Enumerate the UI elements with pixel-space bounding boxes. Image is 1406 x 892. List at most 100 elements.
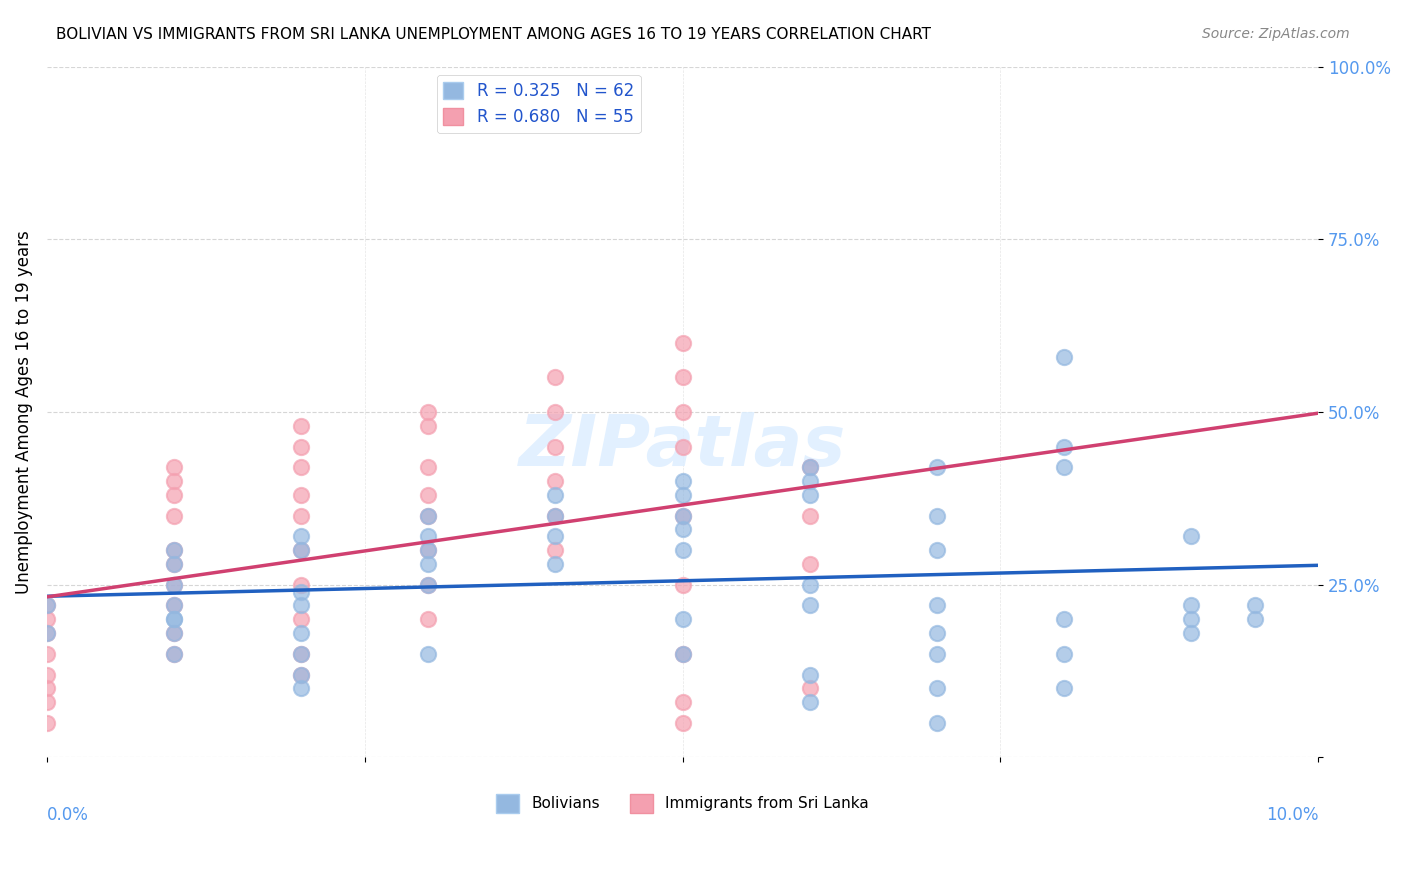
Point xyxy=(163,557,186,571)
Text: 10.0%: 10.0% xyxy=(1265,805,1319,823)
Point xyxy=(163,557,186,571)
Point xyxy=(35,626,58,640)
Point xyxy=(163,599,186,613)
Point xyxy=(163,543,186,558)
Point xyxy=(290,529,312,543)
Point xyxy=(35,715,58,730)
Point xyxy=(671,715,693,730)
Point xyxy=(544,508,567,523)
Point xyxy=(290,543,312,558)
Point xyxy=(163,488,186,502)
Point xyxy=(799,474,821,488)
Point xyxy=(290,460,312,475)
Point xyxy=(163,460,186,475)
Point xyxy=(671,405,693,419)
Point xyxy=(671,647,693,661)
Point xyxy=(544,543,567,558)
Point xyxy=(163,647,186,661)
Point xyxy=(163,626,186,640)
Point xyxy=(290,584,312,599)
Point xyxy=(290,488,312,502)
Point xyxy=(799,460,821,475)
Point xyxy=(290,418,312,433)
Point xyxy=(418,557,440,571)
Point xyxy=(418,543,440,558)
Point xyxy=(799,695,821,709)
Point xyxy=(290,681,312,696)
Point xyxy=(544,557,567,571)
Point xyxy=(290,577,312,591)
Point xyxy=(925,508,948,523)
Point xyxy=(163,577,186,591)
Point xyxy=(671,508,693,523)
Point xyxy=(671,543,693,558)
Point xyxy=(35,599,58,613)
Point xyxy=(35,626,58,640)
Point xyxy=(418,577,440,591)
Point xyxy=(1053,612,1076,626)
Point xyxy=(1180,626,1202,640)
Point xyxy=(799,508,821,523)
Point xyxy=(35,647,58,661)
Point xyxy=(1180,529,1202,543)
Point xyxy=(544,440,567,454)
Point xyxy=(1053,460,1076,475)
Point xyxy=(418,529,440,543)
Point xyxy=(35,667,58,681)
Point xyxy=(290,647,312,661)
Point xyxy=(163,599,186,613)
Point xyxy=(163,612,186,626)
Point xyxy=(671,695,693,709)
Point xyxy=(290,599,312,613)
Point xyxy=(290,667,312,681)
Point xyxy=(290,626,312,640)
Point xyxy=(671,612,693,626)
Point xyxy=(1053,440,1076,454)
Point xyxy=(35,612,58,626)
Point xyxy=(671,370,693,384)
Point xyxy=(163,577,186,591)
Point xyxy=(799,667,821,681)
Point xyxy=(163,474,186,488)
Point xyxy=(35,681,58,696)
Point xyxy=(418,647,440,661)
Text: 0.0%: 0.0% xyxy=(46,805,89,823)
Point xyxy=(671,508,693,523)
Point xyxy=(925,460,948,475)
Point xyxy=(925,626,948,640)
Point xyxy=(799,599,821,613)
Point xyxy=(671,440,693,454)
Point xyxy=(163,543,186,558)
Point xyxy=(544,508,567,523)
Point xyxy=(1243,599,1265,613)
Point xyxy=(544,405,567,419)
Text: BOLIVIAN VS IMMIGRANTS FROM SRI LANKA UNEMPLOYMENT AMONG AGES 16 TO 19 YEARS COR: BOLIVIAN VS IMMIGRANTS FROM SRI LANKA UN… xyxy=(56,27,931,42)
Point xyxy=(290,612,312,626)
Point xyxy=(418,543,440,558)
Point xyxy=(544,370,567,384)
Point xyxy=(1053,647,1076,661)
Point xyxy=(799,557,821,571)
Point xyxy=(418,488,440,502)
Legend: Bolivians, Immigrants from Sri Lanka: Bolivians, Immigrants from Sri Lanka xyxy=(489,788,876,819)
Point xyxy=(1053,681,1076,696)
Point xyxy=(290,440,312,454)
Point xyxy=(163,612,186,626)
Point xyxy=(1180,612,1202,626)
Point xyxy=(418,460,440,475)
Point xyxy=(671,577,693,591)
Point xyxy=(418,508,440,523)
Point xyxy=(35,599,58,613)
Point xyxy=(290,647,312,661)
Point xyxy=(35,695,58,709)
Point xyxy=(163,647,186,661)
Point xyxy=(925,647,948,661)
Point xyxy=(163,508,186,523)
Point xyxy=(418,418,440,433)
Point xyxy=(544,529,567,543)
Point xyxy=(671,647,693,661)
Point xyxy=(925,599,948,613)
Point xyxy=(418,405,440,419)
Point xyxy=(671,474,693,488)
Point xyxy=(925,715,948,730)
